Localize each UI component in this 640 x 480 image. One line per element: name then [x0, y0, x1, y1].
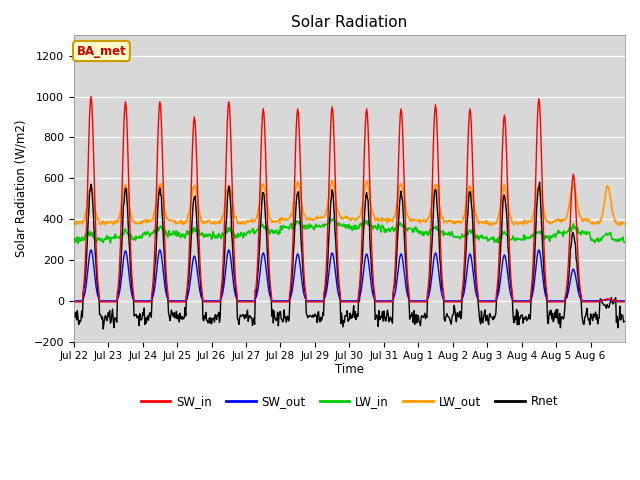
Legend: SW_in, SW_out, LW_in, LW_out, Rnet: SW_in, SW_out, LW_in, LW_out, Rnet: [136, 391, 563, 413]
SW_in: [620, 299, 628, 305]
SW_out: [135, 298, 143, 304]
Rnet: [70, 310, 77, 315]
Rnet: [99, 326, 107, 332]
LW_out: [437, 213, 445, 219]
LW_out: [70, 219, 77, 225]
LW_out: [614, 223, 622, 228]
SW_out: [620, 298, 628, 304]
Rnet: [285, 318, 292, 324]
SW_out: [264, 279, 271, 285]
Rnet: [264, 256, 271, 262]
Line: LW_in: LW_in: [74, 217, 624, 243]
SW_in: [285, 299, 292, 305]
LW_in: [74, 240, 82, 246]
SW_in: [135, 299, 143, 305]
Line: SW_out: SW_out: [74, 250, 624, 301]
SW_out: [87, 247, 95, 252]
Line: LW_out: LW_out: [74, 180, 624, 226]
Rnet: [536, 180, 543, 185]
LW_in: [326, 215, 333, 220]
Rnet: [437, 278, 445, 284]
SW_out: [437, 289, 445, 295]
SW_out: [236, 298, 244, 304]
LW_in: [407, 226, 415, 231]
SW_in: [406, 299, 414, 305]
LW_out: [284, 217, 291, 223]
LW_in: [135, 235, 143, 241]
SW_out: [70, 298, 77, 304]
LW_in: [285, 225, 292, 230]
LW_in: [236, 233, 244, 239]
LW_out: [134, 221, 142, 227]
X-axis label: Time: Time: [335, 363, 364, 376]
Title: Solar Radiation: Solar Radiation: [291, 15, 408, 30]
LW_in: [620, 239, 628, 245]
LW_in: [264, 227, 271, 233]
Line: Rnet: Rnet: [74, 182, 624, 329]
SW_in: [437, 261, 445, 266]
LW_out: [263, 201, 271, 206]
SW_out: [406, 298, 414, 304]
Line: SW_in: SW_in: [74, 96, 624, 302]
SW_in: [70, 299, 77, 305]
LW_in: [438, 228, 446, 234]
SW_in: [236, 299, 244, 305]
Rnet: [406, 313, 414, 319]
SW_out: [285, 298, 292, 304]
LW_out: [406, 218, 414, 224]
LW_in: [70, 239, 77, 244]
LW_out: [328, 178, 336, 183]
Y-axis label: Solar Radiation (W/m2): Solar Radiation (W/m2): [15, 120, 28, 257]
Text: BA_met: BA_met: [77, 45, 126, 58]
SW_in: [87, 94, 95, 99]
LW_out: [620, 221, 628, 227]
LW_out: [236, 220, 243, 226]
Rnet: [236, 312, 244, 318]
Rnet: [135, 323, 143, 328]
Rnet: [620, 319, 628, 324]
SW_in: [264, 222, 271, 228]
